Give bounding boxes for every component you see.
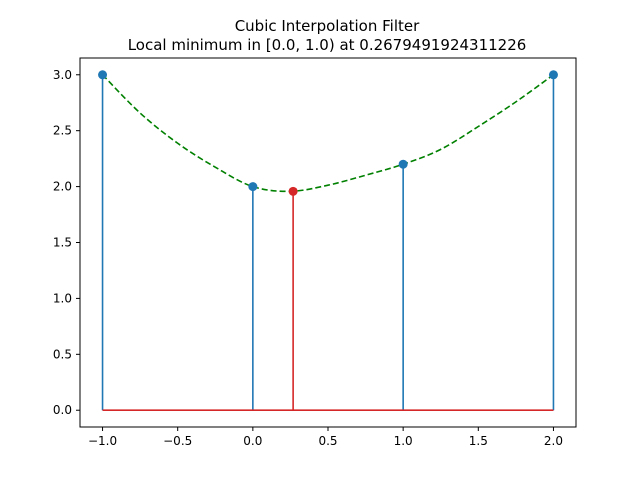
x-tick-label: 0.5 [318,434,337,448]
axis-ticks: −1.0 −0.5 0.0 0.5 1.0 1.5 2.0 0.0 0.5 1.0 1.5 2.0 2.… [53,68,563,448]
stem-marker-0-2 [398,159,408,169]
y-tick-label: 2.0 [53,180,72,194]
x-tick-label: −0.5 [163,434,192,448]
chart-subtitle: Local minimum in [0.0, 1.0) at 0.2679491… [128,36,527,54]
x-tick-label: 0.0 [243,434,262,448]
y-tick-label: 2.5 [53,124,72,138]
y-tick-label: 3.0 [53,68,72,82]
stem-marker-0-0 [98,70,108,80]
y-tick-label: 1.0 [53,291,72,305]
x-tick-label: 1.5 [469,434,488,448]
plot-area [98,70,558,412]
stem-marker-0-1 [248,182,258,192]
y-tick-label: 1.5 [53,236,72,250]
y-tick-label: 0.0 [53,403,72,417]
x-tick-label: −1.0 [88,434,117,448]
stem-marker-0-3 [548,70,558,80]
x-tick-label: 1.0 [394,434,413,448]
x-tick-label: 2.0 [544,434,563,448]
stem-marker-1-0 [288,186,298,196]
y-tick-label: 0.5 [53,347,72,361]
interpolated-curve [101,74,554,193]
chart-title: Cubic Interpolation Filter [235,17,420,35]
